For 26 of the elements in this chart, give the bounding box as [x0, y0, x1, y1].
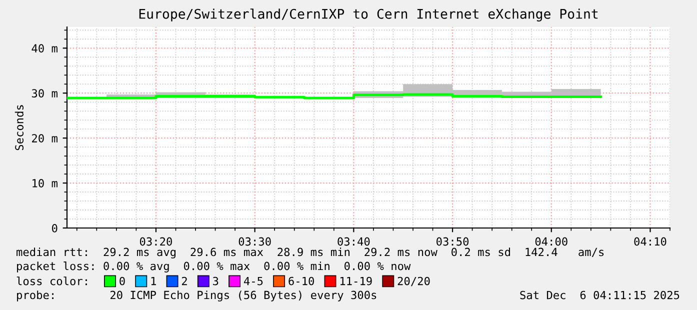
- y-tick-label: 40 m: [32, 44, 58, 53]
- text: median rtt: 29.2 ms avg 29.6 ms max 28.9 ms min 29.2 ms now 0.2 ms sd 142.4 am/s: [16, 248, 604, 258]
- x-tick-label: 03:50: [436, 237, 469, 246]
- x-tick-label: 03:30: [238, 237, 271, 246]
- legend-label: 0: [120, 276, 125, 286]
- y-axis-title: Seconds: [14, 105, 24, 150]
- x-tick-label: 03:20: [140, 237, 172, 246]
- text: Sat Dec 6 04:11:15 2025: [520, 290, 680, 300]
- y-tick-label: 10 m: [32, 179, 58, 188]
- y-tick-label: 20 m: [32, 134, 58, 142]
- legend-label: 2: [182, 276, 187, 286]
- x-tick-label: 03:40: [338, 237, 370, 246]
- legend-label: 11-19: [340, 276, 372, 286]
- legend-label: 1: [151, 276, 156, 286]
- x-tick-label: 04:10: [634, 237, 666, 246]
- y-tick-label: 30 m: [32, 89, 58, 98]
- chart-title: Europe/Switzerland/CernIXP to Cern Internet eXchange Point: [139, 8, 598, 22]
- text: probe: 20 ICMP Echo Pings (56 Bytes) every 300s: [17, 290, 376, 302]
- legend-label: 3: [213, 276, 218, 286]
- text: loss color:: [16, 276, 87, 286]
- y-tick-label: 0: [52, 224, 58, 232]
- legend-label: 4-5: [244, 276, 263, 286]
- legend-label: 6-10: [288, 276, 314, 286]
- legend-label: 20/20: [398, 276, 430, 286]
- text: packet loss: 0.00 % avg 0.00 % max 0.00 % min 0.00 % now: [17, 262, 411, 272]
- x-tick-label: 04:00: [535, 237, 568, 246]
